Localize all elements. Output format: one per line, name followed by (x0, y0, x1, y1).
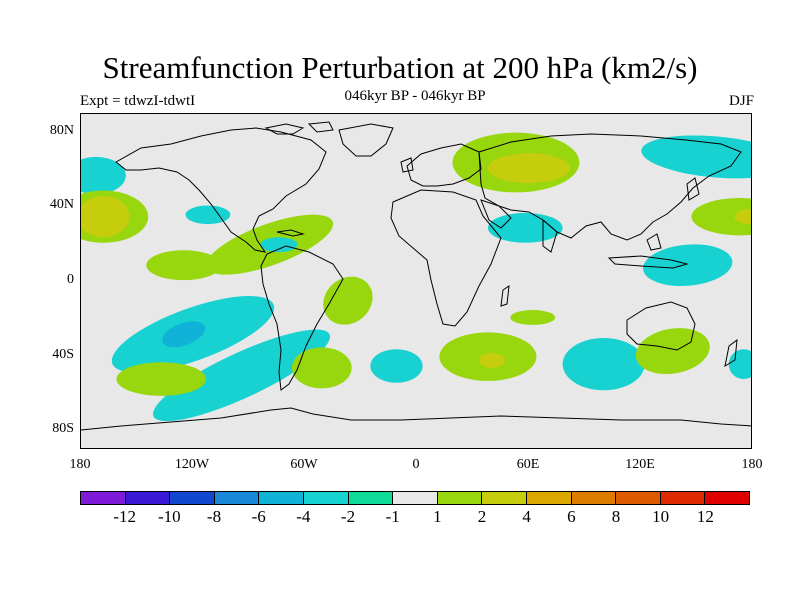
coastline-greenland (338, 123, 394, 157)
anomaly-region (162, 321, 206, 348)
colorbar-swatch (303, 492, 349, 504)
coastline-maritime-continent (607, 233, 689, 269)
colorbar-swatch (170, 492, 215, 504)
colorbar-swatch (616, 492, 661, 504)
longitude-tick-label: 0 (412, 457, 420, 472)
colorbar-swatch (660, 492, 706, 504)
longitude-tick-label: 180 (69, 457, 91, 472)
coastline-africa (390, 189, 502, 327)
coastline-europe (406, 143, 482, 187)
anomaly-region (487, 212, 563, 243)
colorbar-label: 12 (696, 507, 714, 526)
colorbar-swatch (214, 492, 260, 504)
anomaly-region (185, 205, 231, 225)
colorbar-label: -12 (113, 507, 136, 526)
colorbar-swatch (348, 492, 394, 504)
anomaly-region (81, 196, 130, 238)
latitude-tick-label: 80S (52, 421, 74, 437)
coastline-uk (400, 157, 414, 173)
colorbar-swatch (125, 492, 171, 504)
longitude-tick-label: 60W (290, 457, 318, 472)
colorbar-label: 2 (477, 507, 487, 526)
colorbar-swatch (259, 492, 304, 504)
anomaly-region (510, 310, 556, 325)
longitude-tick-label: 120E (625, 457, 655, 472)
anomaly-region (734, 209, 751, 225)
colorbar-swatch (526, 492, 572, 504)
anomaly-region (81, 156, 126, 195)
coastline-australia (626, 301, 696, 351)
coastline-japan (686, 177, 700, 201)
colorbar-swatch (571, 492, 617, 504)
coastline-antarctica (81, 407, 751, 431)
coastline-new-zealand (724, 338, 738, 368)
latitude-tick-label: 0 (67, 272, 74, 287)
anomaly-region (728, 349, 751, 380)
colorbar (80, 491, 750, 505)
anomaly-region (562, 338, 645, 391)
anomaly-region (691, 198, 751, 236)
anomaly-region (153, 329, 331, 422)
longitude-tick-label: 180 (741, 457, 763, 472)
anomaly-region (635, 328, 710, 375)
coastline-india (542, 218, 558, 253)
coastline-arabia (480, 199, 512, 229)
latitude-tick-label: 80N (49, 122, 74, 138)
coastline-layer (81, 121, 751, 431)
colorbar-label: -8 (206, 507, 222, 526)
coastline-north-america (115, 127, 327, 253)
colorbar-swatch (482, 492, 527, 504)
anomaly-region (641, 135, 751, 179)
anomaly-layer (81, 132, 751, 422)
colorbar-label: 4 (522, 507, 531, 526)
longitude-tick-label: 120W (174, 457, 210, 472)
anomaly-region (146, 250, 221, 281)
colorbar-swatch (81, 492, 126, 504)
anomaly-region (260, 237, 298, 253)
coastline-madagascar (500, 284, 510, 307)
colorbar-label: 10 (652, 507, 670, 526)
anomaly-region (487, 153, 571, 184)
colorbar-label: -10 (157, 507, 181, 526)
coastline-arctic-islands (264, 121, 334, 135)
longitude-tick-label: 60E (516, 457, 540, 472)
coastline-south-america (260, 245, 344, 391)
colorbar-label: -1 (385, 507, 400, 526)
colorbar-label: -2 (340, 507, 356, 526)
latitude-tick-label: 40N (49, 197, 74, 213)
anomaly-region (643, 244, 733, 287)
experiment-label: Expt = tdwzI-tdwtI (80, 93, 196, 109)
colorbar-swatch (393, 492, 438, 504)
anomaly-region (116, 362, 207, 396)
coastline-caribbean (276, 229, 305, 237)
colorbar-label: -6 (251, 507, 266, 526)
anomaly-region (291, 347, 352, 389)
colorbar-label: 6 (567, 507, 576, 526)
coastline-asia (478, 133, 742, 241)
colorbar-swatch (437, 492, 483, 504)
map-canvas (81, 121, 751, 431)
colorbar-label: 1 (433, 507, 442, 526)
plot-title: Streamfunction Perturbation at 200 hPa (… (102, 50, 698, 85)
season-label: DJF (728, 93, 754, 109)
colorbar-label: -4 (296, 507, 311, 526)
colorbar-label: 8 (611, 507, 621, 526)
map-panel (80, 113, 752, 449)
latitude-tick-label: 40S (52, 346, 74, 362)
anomaly-region (478, 352, 505, 368)
anomaly-region (323, 276, 373, 325)
anomaly-region (370, 349, 423, 383)
colorbar-swatch (705, 492, 749, 504)
period-label: 046kyr BP - 046kyr BP (344, 88, 486, 104)
